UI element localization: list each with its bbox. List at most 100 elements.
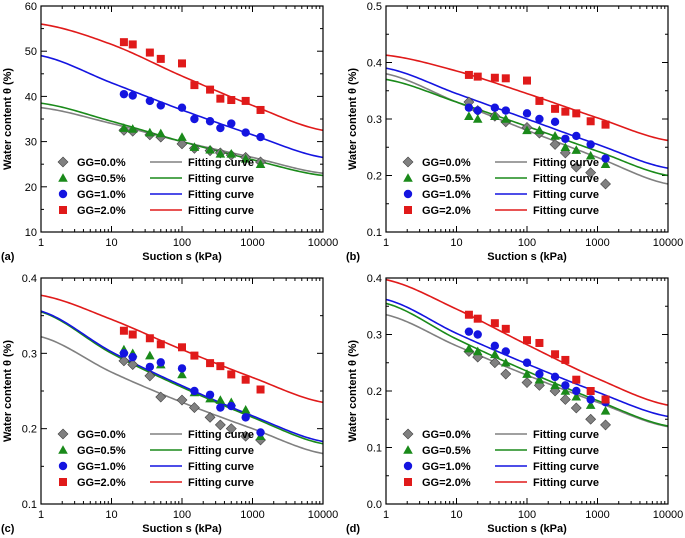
chart-panel-4: 1 10 100 1000 10000 0.0 0.1 0.2 0.3 0.4 GG=0.0% Fit…	[346, 273, 683, 535]
fitting-curve-series-4	[386, 278, 668, 406]
data-point-series-2	[240, 153, 251, 163]
data-point-series-4	[473, 314, 482, 323]
data-point-series-2	[585, 150, 596, 160]
y-tick-label: 50	[25, 46, 37, 58]
data-point-series-4	[572, 375, 581, 384]
x-tick-label: 1	[383, 509, 389, 521]
data-point-series-3	[128, 91, 137, 100]
legend-curve-label-series-2: Fitting curve	[188, 173, 254, 185]
data-point-series-2	[145, 350, 155, 360]
legend-marker-series-4	[404, 206, 412, 214]
data-point-series-4	[551, 350, 560, 359]
data-point-series-1	[144, 370, 156, 382]
data-point-series-4	[206, 85, 215, 94]
data-point-series-4	[464, 70, 473, 79]
x-tick-label: 1	[383, 237, 389, 249]
legend-marker-series-2	[58, 173, 68, 182]
data-point-series-3	[501, 347, 510, 356]
data-point-series-2	[490, 111, 500, 120]
y-tick-label: 20	[25, 182, 37, 194]
data-point-series-2	[205, 144, 215, 154]
legend-curve-label-series-2: Fitting curve	[533, 173, 599, 185]
data-point-series-3	[572, 131, 581, 141]
legend-label-series-1: GG=0.0%	[422, 429, 471, 441]
data-point-series-1	[600, 178, 611, 190]
data-point-series-1	[176, 138, 188, 150]
data-point-series-1	[214, 419, 226, 431]
legend-marker-series-2	[403, 173, 413, 182]
legend-marker-series-3	[403, 461, 413, 471]
data-point-series-2	[560, 386, 571, 395]
y-tick-label: 0.3	[367, 114, 382, 126]
data-point-series-4	[216, 94, 225, 103]
data-point-series-1	[600, 419, 611, 431]
legend-label-series-3: GG=1.0%	[77, 461, 126, 473]
data-point-series-3	[227, 119, 236, 128]
legend-label-series-1: GG=0.0%	[77, 157, 126, 169]
legend-label-series-3: GG=1.0%	[77, 189, 126, 201]
legend-curve-label-series-2: Fitting curve	[188, 445, 254, 457]
data-point-series-4	[256, 105, 265, 114]
data-point-series-3	[128, 352, 137, 362]
data-point-series-3	[227, 401, 236, 411]
data-point-series-1	[240, 430, 252, 442]
legend-curve-label-series-4: Fitting curve	[533, 205, 599, 217]
legend-curve-label-series-4: Fitting curve	[533, 477, 599, 489]
data-point-series-4	[156, 340, 165, 349]
data-point-series-2	[119, 123, 129, 132]
x-tick-label: 10000	[653, 237, 684, 249]
legend-label-series-3: GG=1.0%	[422, 189, 471, 201]
data-point-series-4	[601, 120, 610, 129]
y-tick-label: 0.1	[22, 499, 37, 511]
data-point-series-2	[472, 346, 483, 356]
fitting-curve-series-4	[386, 54, 668, 142]
data-point-series-3	[586, 140, 595, 149]
legend-label-series-2: GG=0.5%	[77, 173, 126, 185]
data-point-series-4	[523, 76, 531, 85]
plot-frame	[385, 277, 669, 505]
data-point-series-3	[241, 128, 250, 137]
data-point-series-4	[241, 375, 250, 384]
data-point-series-2	[464, 343, 474, 353]
data-point-series-2	[522, 369, 532, 378]
data-point-series-2	[550, 380, 560, 390]
legend-curve-label-series-4: Fitting curve	[188, 477, 254, 489]
x-tick-label: 100	[173, 509, 191, 521]
data-point-series-2	[155, 128, 166, 138]
legend-label-series-2: GG=0.5%	[422, 173, 471, 185]
data-point-series-1	[521, 377, 533, 388]
x-tick-label: 10000	[308, 509, 339, 521]
y-tick-label: 10	[25, 227, 37, 239]
data-point-series-3	[572, 386, 581, 396]
data-point-series-2	[240, 405, 251, 414]
data-point-series-4	[601, 395, 610, 404]
data-point-series-3	[241, 413, 250, 422]
data-point-series-3	[119, 89, 129, 99]
data-point-series-4	[256, 385, 265, 394]
y-tick-label: 0.4	[367, 58, 382, 70]
y-tick-label: 60	[25, 1, 37, 13]
x-tick-label: 1	[38, 509, 44, 521]
data-point-series-3	[145, 362, 155, 372]
x-tick-label: 1	[38, 237, 44, 249]
legend-marker-series-3	[58, 189, 68, 199]
data-point-series-3	[464, 327, 474, 336]
data-point-series-3	[561, 381, 570, 390]
legend-marker-series-2	[58, 445, 68, 454]
legend-marker-series-4	[59, 478, 67, 486]
data-point-series-2	[571, 391, 582, 401]
data-point-series-3	[522, 358, 532, 367]
y-tick-label: 0.4	[367, 273, 382, 285]
data-point-series-3	[601, 154, 610, 163]
legend-curve-label-series-3: Fitting curve	[188, 461, 254, 473]
data-point-series-4	[190, 351, 199, 360]
y-axis-title: Water content θ (%)	[2, 68, 14, 170]
y-axis-title: Water content θ (%)	[2, 340, 14, 442]
data-point-series-2	[550, 131, 560, 140]
data-point-series-4	[241, 96, 250, 105]
data-point-series-4	[490, 73, 499, 82]
data-point-series-4	[156, 54, 165, 63]
x-tick-label: 10	[105, 237, 117, 249]
data-point-series-2	[177, 369, 187, 379]
x-tick-label: 10	[450, 509, 462, 521]
